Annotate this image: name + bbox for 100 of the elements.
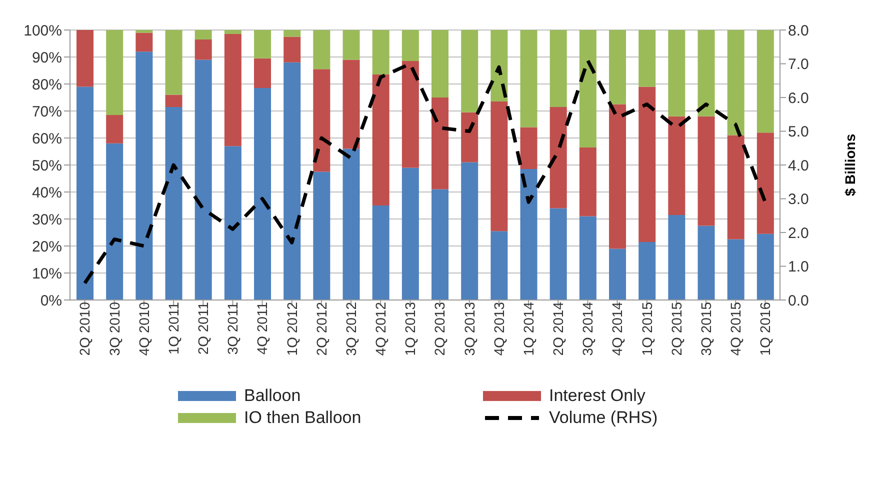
bar xyxy=(165,30,182,95)
bar xyxy=(313,69,330,172)
bar xyxy=(668,116,686,215)
x-tick-label: 4Q 2011 xyxy=(254,302,270,355)
bar xyxy=(490,102,508,232)
x-tick-label: 4Q 2013 xyxy=(490,302,507,356)
bar xyxy=(432,30,449,98)
bar xyxy=(106,115,124,144)
x-tick-label: 3Q 2012 xyxy=(342,302,359,356)
bar xyxy=(194,39,212,60)
y2-tick-label: 0.0 xyxy=(788,292,809,310)
x-tick-label: 4Q 2014 xyxy=(609,302,626,356)
bar xyxy=(638,242,656,300)
legend-label: Interest Only xyxy=(549,386,646,406)
bar xyxy=(520,127,538,170)
x-tick-label: 1Q 2015 xyxy=(638,302,655,356)
y-tick-label: 0% xyxy=(40,292,62,310)
bar xyxy=(165,94,182,107)
bar xyxy=(313,30,330,70)
bar xyxy=(342,148,360,300)
x-tick-label: 1Q 2011 xyxy=(165,302,182,355)
bar xyxy=(136,52,153,300)
y-tick-label: 20% xyxy=(32,238,62,256)
bar xyxy=(76,30,94,87)
bar xyxy=(106,143,124,300)
bar xyxy=(284,36,301,62)
x-tick-label: 2Q 2011 xyxy=(195,302,212,355)
bar xyxy=(461,30,478,112)
bar xyxy=(402,30,419,62)
bar xyxy=(76,86,94,300)
y2-axis-title: $ Billions xyxy=(842,134,858,196)
bar xyxy=(402,168,419,300)
bar xyxy=(727,135,744,240)
bar xyxy=(579,30,596,148)
bar xyxy=(638,30,656,87)
y2-tick-label: 4.0 xyxy=(788,157,809,174)
bar xyxy=(550,106,567,208)
legend-label: Balloon xyxy=(244,386,301,406)
bar xyxy=(194,60,212,300)
y2-tick-label: 3.0 xyxy=(788,191,809,208)
bar xyxy=(432,98,449,190)
x-tick-label: 2Q 2012 xyxy=(313,302,330,356)
bar xyxy=(254,88,272,300)
bar xyxy=(698,30,715,116)
bar xyxy=(313,172,330,300)
x-tick-label: 4Q 2010 xyxy=(136,302,152,356)
y2-tick-label: 5.0 xyxy=(788,124,809,141)
bar xyxy=(550,208,567,300)
x-tick-label: 3Q 2013 xyxy=(461,302,478,356)
bar xyxy=(609,30,626,104)
x-tick-label: 3Q 2014 xyxy=(580,302,596,356)
bar xyxy=(194,30,212,40)
bar xyxy=(579,147,596,216)
bar xyxy=(520,30,538,128)
y-tick-label: 10% xyxy=(32,265,62,282)
y2-tick-label: 6.0 xyxy=(788,90,809,107)
bar xyxy=(490,30,508,102)
bar xyxy=(550,30,567,107)
y2-tick-label: 7.0 xyxy=(788,56,809,74)
y-tick-label: 30% xyxy=(32,211,62,228)
x-tick-label: 3Q 2010 xyxy=(106,302,122,356)
x-tick-label: 3Q 2015 xyxy=(698,302,714,356)
y-tick-label: 80% xyxy=(32,76,62,94)
bar xyxy=(638,86,656,242)
y-tick-label: 90% xyxy=(32,49,62,66)
legend-label: IO then Balloon xyxy=(244,408,362,428)
bar xyxy=(254,58,272,88)
bar xyxy=(461,112,478,162)
bar xyxy=(698,116,715,226)
y2-tick-label: 8.0 xyxy=(788,22,809,40)
legend-label: Volume (RHS) xyxy=(549,408,658,428)
bar xyxy=(727,239,744,300)
bar xyxy=(224,30,242,34)
y2-tick-label: 1.0 xyxy=(788,258,809,276)
x-tick-label: 4Q 2015 xyxy=(728,302,744,356)
bar xyxy=(756,234,774,300)
x-tick-label: 3Q 2011 xyxy=(224,302,241,355)
x-tick-label: 1Q 2012 xyxy=(284,302,300,356)
bar xyxy=(461,162,478,300)
x-tick-label: 2Q 2014 xyxy=(550,302,566,356)
bar xyxy=(136,32,153,52)
bar xyxy=(254,30,272,58)
bar xyxy=(756,30,774,133)
y-tick-label: 60% xyxy=(32,130,62,148)
x-tick-label: 4Q 2012 xyxy=(372,302,389,356)
bar xyxy=(727,30,744,136)
y2-tick-label: 2.0 xyxy=(788,224,809,242)
bar xyxy=(609,248,626,300)
bar xyxy=(609,104,626,249)
y-tick-label: 50% xyxy=(32,157,62,174)
line-series xyxy=(83,58,767,285)
bar xyxy=(284,30,301,37)
bar xyxy=(490,231,508,300)
bar xyxy=(224,34,242,146)
y-tick-label: 70% xyxy=(32,103,62,120)
bar xyxy=(668,30,686,116)
bar xyxy=(372,30,390,75)
bar xyxy=(106,30,124,116)
bar xyxy=(342,30,360,60)
bar xyxy=(165,106,182,300)
